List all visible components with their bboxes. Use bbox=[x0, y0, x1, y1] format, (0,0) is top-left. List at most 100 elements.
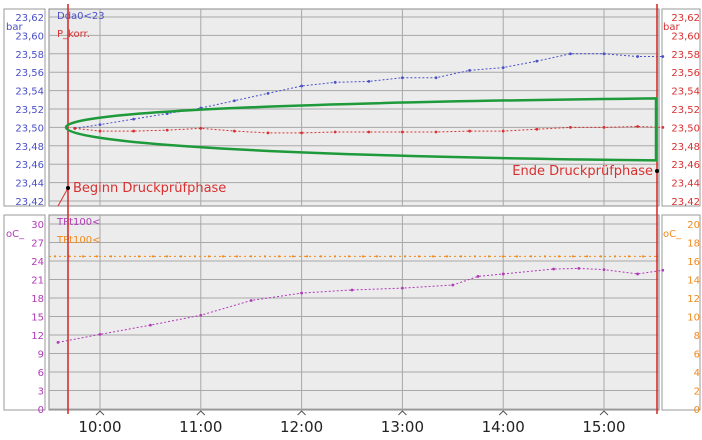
pressure-left-tick-7: 23,48 bbox=[15, 142, 44, 153]
legend-tpt100-orange: TPt100< bbox=[56, 235, 101, 246]
series-tpt100-purple-point-11 bbox=[552, 267, 555, 271]
end-marker-dot bbox=[655, 169, 659, 173]
series-dda0-point-6 bbox=[266, 91, 270, 95]
pressure-right-unit: bar bbox=[663, 22, 680, 33]
series-p-korr-point-0 bbox=[73, 126, 77, 130]
series-tpt100-orange-point bbox=[459, 255, 463, 258]
temperature-left-tick-10: 0 bbox=[38, 405, 44, 416]
series-tpt100-purple-point-6 bbox=[350, 288, 354, 292]
series-p-korr-point-10 bbox=[401, 130, 404, 134]
series-p-korr-point-16 bbox=[602, 126, 606, 129]
temperature-right-tick-1: 18 bbox=[687, 239, 700, 250]
x-tick-label-4: 14:00 bbox=[482, 418, 525, 436]
series-tpt100-orange-point bbox=[389, 255, 393, 258]
series-tpt100-purple-point-7 bbox=[401, 286, 404, 290]
series-tpt100-purple-point-4 bbox=[249, 299, 253, 302]
x-tick-label-3: 13:00 bbox=[381, 418, 424, 436]
series-tpt100-orange-point bbox=[347, 255, 351, 258]
series-dda0-point-1 bbox=[98, 123, 102, 127]
series-tpt100-purple-point-12 bbox=[577, 267, 581, 270]
series-tpt100-orange-point bbox=[305, 255, 309, 258]
series-p-korr-point-17 bbox=[636, 125, 639, 128]
series-dda0-point-9 bbox=[367, 80, 371, 83]
series-tpt100-orange-point bbox=[487, 255, 491, 258]
pressure-right-tick-7: 23,48 bbox=[671, 142, 700, 153]
temperature-left-tick-2: 24 bbox=[31, 257, 44, 268]
series-tpt100-orange-point bbox=[249, 255, 253, 258]
legend-tpt100-purple: TPt100< bbox=[56, 217, 101, 228]
series-tpt100-orange-point bbox=[585, 255, 589, 258]
series-dda0-point-11 bbox=[434, 76, 438, 80]
series-tpt100-orange-point bbox=[235, 255, 239, 258]
temperature-right-tick-7: 6 bbox=[694, 350, 700, 361]
temperature-right-tick-6: 8 bbox=[694, 331, 700, 342]
series-dda0-point-7 bbox=[300, 84, 303, 88]
series-tpt100-orange-point bbox=[571, 255, 575, 258]
series-p-korr-point-11 bbox=[434, 130, 438, 134]
series-p-korr-point-3 bbox=[165, 128, 169, 132]
x-tick-label-0: 10:00 bbox=[78, 418, 121, 436]
begin-marker-stem bbox=[57, 187, 69, 207]
temperature-right-tick-10: 0 bbox=[694, 405, 700, 416]
series-tpt100-purple-point-0 bbox=[56, 341, 60, 344]
x-tick-label-5: 15:00 bbox=[582, 418, 625, 436]
series-tpt100-orange-point bbox=[557, 255, 561, 258]
pressure-left-tick-9: 23,44 bbox=[15, 179, 44, 190]
series-tpt100-orange-point bbox=[95, 255, 99, 258]
temperature-right-axis-frame bbox=[661, 214, 701, 411]
pressure-right-tick-0: 23,62 bbox=[671, 13, 700, 24]
series-p-korr-point-8 bbox=[333, 130, 337, 134]
pressure-right-tick-9: 23,44 bbox=[671, 179, 700, 190]
temperature-left-tick-0: 30 bbox=[31, 220, 44, 231]
series-tpt100-orange-point bbox=[403, 255, 407, 258]
pressure-left-tick-10: 23,42 bbox=[15, 197, 44, 208]
series-p-korr-point-13 bbox=[501, 129, 505, 133]
series-dda0-point-18 bbox=[661, 55, 665, 58]
temperature-right-tick-5: 10 bbox=[687, 313, 700, 324]
pressure-right-tick-10: 23,42 bbox=[671, 197, 700, 208]
series-tpt100-orange-point bbox=[333, 255, 337, 258]
pressure-right-tick-5: 23,52 bbox=[671, 105, 700, 116]
series-dda0-point-13 bbox=[501, 66, 505, 69]
series-p-korr-point-9 bbox=[367, 130, 371, 134]
series-p-korr-point-2 bbox=[132, 129, 136, 133]
series-tpt100-orange-point bbox=[319, 255, 323, 258]
series-tpt100-orange-point bbox=[445, 255, 449, 258]
temperature-right-tick-4: 12 bbox=[687, 294, 700, 305]
series-tpt100-purple-point-10 bbox=[501, 272, 505, 276]
series-dda0-point-15 bbox=[569, 52, 572, 56]
temperature-left-tick-3: 21 bbox=[31, 276, 44, 287]
series-p-korr-point-1 bbox=[98, 129, 102, 133]
series-tpt100-orange-point bbox=[361, 255, 365, 258]
series-tpt100-purple-point-14 bbox=[636, 272, 639, 276]
pressure-right-tick-6: 23,50 bbox=[671, 123, 700, 134]
x-tick-mark-1 bbox=[196, 410, 206, 416]
temperature-left-axis-frame bbox=[3, 214, 46, 411]
series-dda0-point-17 bbox=[636, 55, 639, 58]
pressure-left-tick-0: 23,62 bbox=[15, 13, 44, 24]
series-tpt100-purple-point-9 bbox=[476, 275, 480, 278]
series-tpt100-orange-point bbox=[473, 255, 477, 258]
series-p-korr-point-4 bbox=[199, 126, 203, 130]
temperature-right-unit: oC_ bbox=[663, 229, 682, 240]
pressure-left-tick-3: 23,56 bbox=[15, 68, 44, 79]
temperature-left-tick-9: 3 bbox=[38, 387, 44, 398]
series-dda0-point-12 bbox=[468, 68, 471, 72]
series-tpt100-orange-point bbox=[263, 255, 267, 258]
series-tpt100-purple-point-13 bbox=[602, 268, 606, 272]
series-dda0-point-16 bbox=[602, 52, 606, 56]
temperature-right-tick-0: 20 bbox=[687, 220, 700, 231]
series-tpt100-purple-point-8 bbox=[451, 283, 455, 287]
series-p-korr-point-14 bbox=[535, 127, 539, 131]
temperature-right-tick-9: 2 bbox=[694, 387, 700, 398]
series-tpt100-orange-point bbox=[613, 255, 617, 258]
series-tpt100-orange-point bbox=[417, 255, 421, 258]
temperature-left-unit: oC_ bbox=[6, 229, 25, 240]
pressure-plot-area bbox=[48, 8, 660, 207]
series-tpt100-orange-point bbox=[431, 255, 435, 258]
series-tpt100-orange-point bbox=[193, 255, 197, 258]
temperature-left-tick-1: 27 bbox=[31, 239, 44, 250]
pressure-right-tick-8: 23,46 bbox=[671, 160, 700, 171]
series-p-korr-point-15 bbox=[569, 126, 572, 129]
